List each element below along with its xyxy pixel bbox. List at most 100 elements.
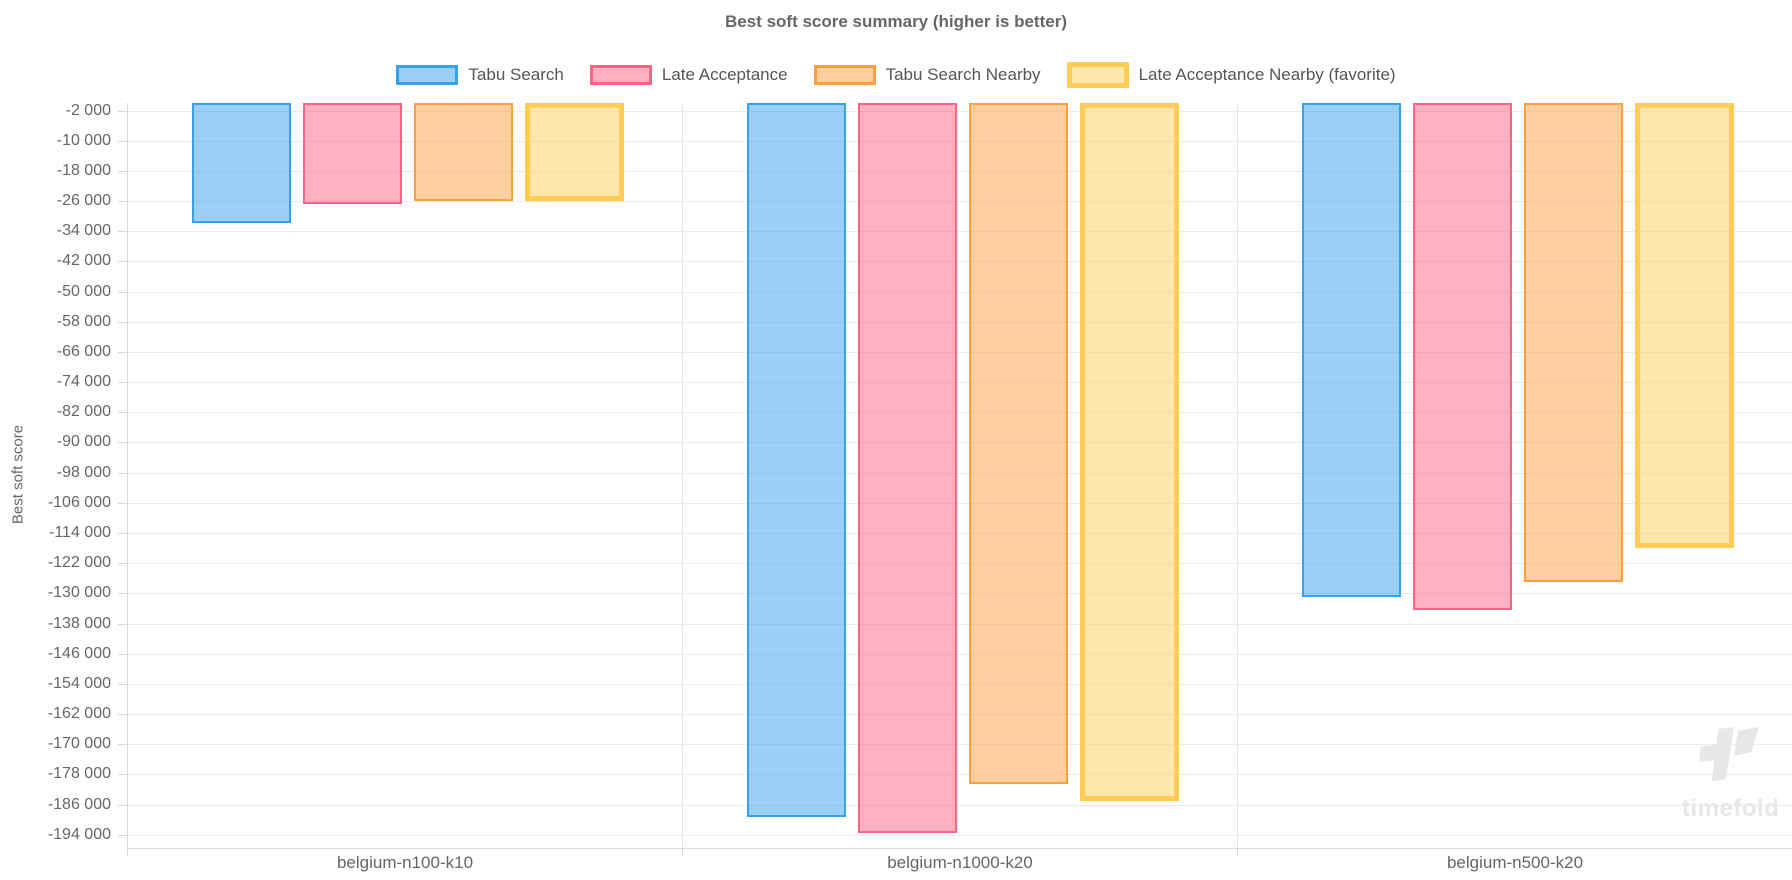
y-tick-mark bbox=[118, 684, 127, 685]
timefold-watermark: timefold bbox=[1682, 726, 1780, 823]
y-tick-label: -66 000 bbox=[56, 343, 111, 360]
bar-tabu-search-belgium-n500-k20 bbox=[1302, 103, 1401, 597]
bar-tabu-search-belgium-n100-k10 bbox=[192, 103, 291, 223]
y-tick-mark bbox=[118, 503, 127, 504]
bar-late-acceptance-belgium-n1000-k20 bbox=[858, 103, 957, 833]
y-tick-mark bbox=[118, 292, 127, 293]
y-tick-label: -170 000 bbox=[47, 735, 111, 752]
watermark-text: timefold bbox=[1682, 795, 1780, 822]
bar-late-acceptance-nearby-favorite-belgium-n1000-k20 bbox=[1080, 103, 1179, 801]
y-gridline bbox=[127, 654, 1792, 655]
y-gridline bbox=[127, 382, 1792, 383]
y-tick-mark bbox=[118, 744, 127, 745]
y-gridline bbox=[127, 322, 1792, 323]
y-gridline bbox=[127, 442, 1792, 443]
y-tick-mark bbox=[118, 412, 127, 413]
y-tick-mark bbox=[118, 442, 127, 443]
bar-late-acceptance-nearby-favorite-belgium-n100-k10 bbox=[525, 103, 624, 201]
y-tick-label: -34 000 bbox=[56, 222, 111, 239]
bar-tabu-search-nearby-belgium-n500-k20 bbox=[1524, 103, 1623, 582]
y-tick-label: -194 000 bbox=[47, 826, 111, 843]
bar-tabu-search-belgium-n1000-k20 bbox=[747, 103, 846, 817]
y-tick-label: -114 000 bbox=[49, 524, 111, 541]
y-tick-label: -98 000 bbox=[56, 464, 111, 481]
y-gridline bbox=[127, 292, 1792, 293]
y-tick-label: -50 000 bbox=[56, 283, 111, 300]
legend-item-late-acceptance-nearby-favorite[interactable]: Late Acceptance Nearby (favorite) bbox=[1066, 62, 1396, 88]
chart-title: Best soft score summary (higher is bette… bbox=[725, 12, 1067, 31]
y-tick-mark bbox=[118, 563, 127, 564]
y-axis-line bbox=[127, 103, 128, 856]
x-category-label: belgium-n100-k10 bbox=[336, 853, 474, 872]
legend-swatch bbox=[813, 65, 876, 85]
legend-item-label: Tabu Search bbox=[468, 65, 564, 84]
bar-late-acceptance-belgium-n100-k10 bbox=[303, 103, 402, 204]
y-tick-mark bbox=[118, 382, 127, 383]
y-tick-label: -2 000 bbox=[65, 102, 111, 119]
bar-tabu-search-nearby-belgium-n1000-k20 bbox=[969, 103, 1068, 784]
y-tick-label: -186 000 bbox=[47, 796, 111, 813]
y-gridline bbox=[127, 805, 1792, 806]
y-gridline bbox=[127, 261, 1792, 262]
y-tick-mark bbox=[118, 201, 127, 202]
y-gridline bbox=[127, 412, 1792, 413]
y-tick-mark bbox=[118, 261, 127, 262]
timefold-logo-icon bbox=[1699, 726, 1759, 782]
y-gridline bbox=[127, 835, 1792, 836]
x-category-label: belgium-n1000-k20 bbox=[887, 853, 1033, 872]
y-tick-label: -10 000 bbox=[56, 132, 111, 149]
y-tick-mark bbox=[118, 533, 127, 534]
y-tick-label: -58 000 bbox=[56, 313, 111, 330]
y-tick-mark bbox=[118, 654, 127, 655]
y-tick-label: -42 000 bbox=[56, 252, 111, 269]
legend-swatch bbox=[396, 65, 459, 85]
y-tick-label: -146 000 bbox=[47, 645, 111, 662]
legend-item-tabu-search[interactable]: Tabu Search bbox=[396, 65, 564, 85]
bar-tabu-search-nearby-belgium-n100-k10 bbox=[414, 103, 513, 201]
y-tick-mark bbox=[118, 714, 127, 715]
legend: Tabu Search Late Acceptance Tabu Search Ne… bbox=[0, 62, 1792, 88]
y-tick-mark bbox=[118, 473, 127, 474]
y-gridline bbox=[127, 111, 1792, 112]
y-gridline bbox=[127, 744, 1792, 745]
category-separator-line bbox=[1237, 103, 1238, 848]
y-tick-label: -122 000 bbox=[47, 554, 111, 571]
y-tick-label: -162 000 bbox=[47, 705, 111, 722]
y-tick-label: -74 000 bbox=[56, 373, 111, 390]
y-tick-label: -130 000 bbox=[47, 584, 111, 601]
legend-swatch bbox=[589, 65, 652, 85]
legend-swatch bbox=[1066, 62, 1129, 88]
y-tick-mark bbox=[118, 141, 127, 142]
y-gridline bbox=[127, 684, 1792, 685]
y-gridline bbox=[127, 201, 1792, 202]
y-gridline bbox=[127, 533, 1792, 534]
y-tick-label: -178 000 bbox=[47, 765, 111, 782]
y-gridline bbox=[127, 624, 1792, 625]
y-tick-mark bbox=[118, 805, 127, 806]
y-gridline bbox=[127, 563, 1792, 564]
y-tick-mark bbox=[118, 322, 127, 323]
y-gridline bbox=[127, 141, 1792, 142]
y-tick-mark bbox=[118, 774, 127, 775]
legend-item-label: Tabu Search Nearby bbox=[885, 65, 1041, 84]
legend-item-label: Late Acceptance bbox=[661, 65, 788, 84]
legend-item-late-acceptance[interactable]: Late Acceptance bbox=[589, 65, 788, 85]
bar-late-acceptance-belgium-n500-k20 bbox=[1413, 103, 1512, 610]
y-gridline bbox=[127, 503, 1792, 504]
bar-late-acceptance-nearby-favorite-belgium-n500-k20 bbox=[1635, 103, 1734, 548]
y-tick-mark bbox=[118, 171, 127, 172]
y-gridline bbox=[127, 171, 1792, 172]
x-tick-mark bbox=[1237, 848, 1238, 856]
y-tick-mark bbox=[118, 231, 127, 232]
legend-item-tabu-search-nearby[interactable]: Tabu Search Nearby bbox=[813, 65, 1041, 85]
y-gridline bbox=[127, 352, 1792, 353]
y-gridline bbox=[127, 714, 1792, 715]
y-gridline bbox=[127, 774, 1792, 775]
y-tick-label: -26 000 bbox=[56, 192, 111, 209]
y-axis-title: Best soft score bbox=[9, 424, 27, 525]
y-gridline bbox=[127, 593, 1792, 594]
legend-item-label: Late Acceptance Nearby (favorite) bbox=[1138, 65, 1396, 84]
x-axis-line bbox=[127, 848, 1792, 849]
y-gridline bbox=[127, 231, 1792, 232]
